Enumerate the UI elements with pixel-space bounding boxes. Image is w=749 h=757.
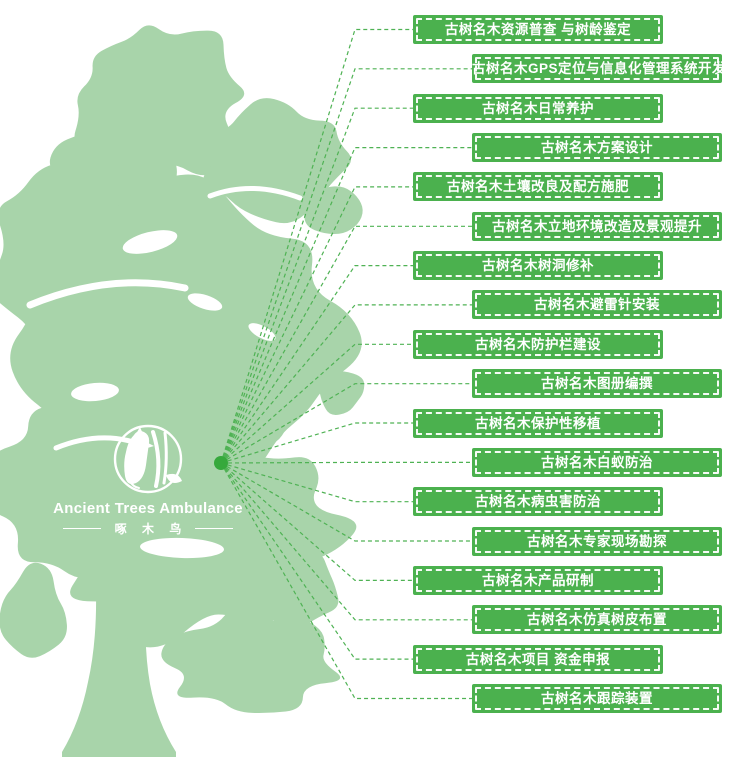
tree-shape [248,552,339,628]
service-box: 古树名木土壤改良及配方施肥 [413,172,663,202]
connector-line [220,28,413,464]
connector-line [220,68,472,464]
service-label: 古树名木立地环境改造及景观提升 [492,218,702,234]
service-box: 古树名木仿真树皮布置 [472,605,722,635]
tree-shape [190,243,312,358]
service-box: 古树名木白蚁防治 [472,447,722,477]
divider-line-left [62,528,101,529]
service-label: 古树名木图册编撰 [541,376,653,392]
tree-hole [140,537,224,559]
tree-shape [219,456,319,549]
tree-shape [62,590,176,757]
connector-line [220,343,413,464]
logo-title: Ancient Trees Ambulance [53,500,243,517]
logo-subtitle: 啄 木 鸟 [114,522,188,536]
service-label: 古树名木专家现场勘探 [527,533,667,549]
service-box: 古树名木GPS定位与信息化管理系统开发 [472,54,727,84]
service-box: 古树名木保护性移植 [413,408,663,438]
service-label: 古树名木避雷针安装 [534,297,660,313]
service-box: 古树名木跟踪装置 [472,684,722,713]
service-label: 古树名木仿真树皮布置 [527,612,667,628]
logo-subtitle-row: 啄 木 鸟 [27,520,269,537]
connector-line [220,265,413,464]
connector-line [220,462,413,582]
connector-line [220,461,472,464]
connector-line [220,462,472,621]
service-box: 古树名木图册编撰 [472,369,722,399]
service-label: 古树名木项目 资金申报 [465,651,611,667]
tree-hole [71,382,119,402]
tree-shape [0,562,67,658]
service-box: 古树名木项目 资金申报 [413,644,663,674]
tree-hole [122,230,178,254]
connector-line [220,147,472,464]
tree-hole [187,293,223,311]
service-box: 古树名木方案设计 [472,133,722,163]
service-box: 古树名木产品研制 [413,565,663,595]
tree-shape [26,279,189,309]
service-box: 古树名木避雷针安装 [472,290,722,320]
connector-line [220,462,413,503]
tree-shape [304,186,363,235]
logo: Ancient Trees Ambulance 啄 木 鸟 [27,420,269,537]
service-label: 古树名木方案设计 [541,140,653,156]
service-label: 古树名木病虫害防治 [475,494,601,510]
service-label: 古树名木防护栏建设 [475,336,601,352]
connector-line [220,186,413,464]
service-label: 古树名木资源普查 与树龄鉴定 [444,22,632,37]
service-box: 古树名木防护栏建设 [413,329,663,359]
service-label: 古树名木保护性移植 [475,415,601,431]
hub-dot [214,456,228,470]
tree-shape [317,371,365,415]
tree-shape [161,609,341,714]
tree-shape [207,186,303,201]
service-box: 古树名木资源普查 与树龄鉴定 [413,15,663,44]
service-box: 古树名木病虫害防治 [413,487,663,517]
service-label: 古树名木产品研制 [482,572,594,588]
connector-line [220,383,472,464]
connector-line [220,107,413,464]
service-box: 古树名木立地环境改造及景观提升 [472,211,722,241]
service-label: 古树名木树洞修补 [482,258,594,274]
tree-shape [203,98,351,224]
service-label: 古树名木GPS定位与信息化管理系统开发 [472,61,727,77]
connector-line [220,462,472,542]
woodpecker-logo-icon [113,424,183,494]
service-label: 古树名木跟踪装置 [541,691,653,706]
service-label: 古树名木白蚁防治 [541,454,653,470]
divider-line-right [195,528,234,529]
service-box: 古树名木日常养护 [413,93,663,123]
service-box: 古树名木树洞修补 [413,251,663,281]
service-label: 古树名木日常养护 [482,100,594,116]
connector-line [220,422,413,464]
service-label: 古树名木土壤改良及配方施肥 [447,179,629,195]
service-box: 古树名木专家现场勘探 [472,526,722,556]
connector-line [220,462,413,660]
